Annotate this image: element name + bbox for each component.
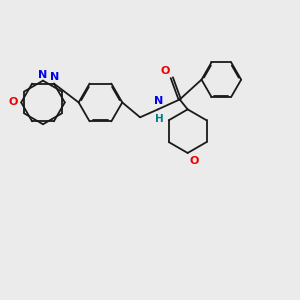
Text: O: O: [9, 98, 18, 107]
Text: O: O: [160, 66, 170, 76]
Text: N: N: [154, 96, 164, 106]
Text: H: H: [154, 114, 163, 124]
Text: N: N: [38, 70, 48, 80]
Text: O: O: [190, 156, 199, 166]
Text: N: N: [50, 72, 59, 82]
